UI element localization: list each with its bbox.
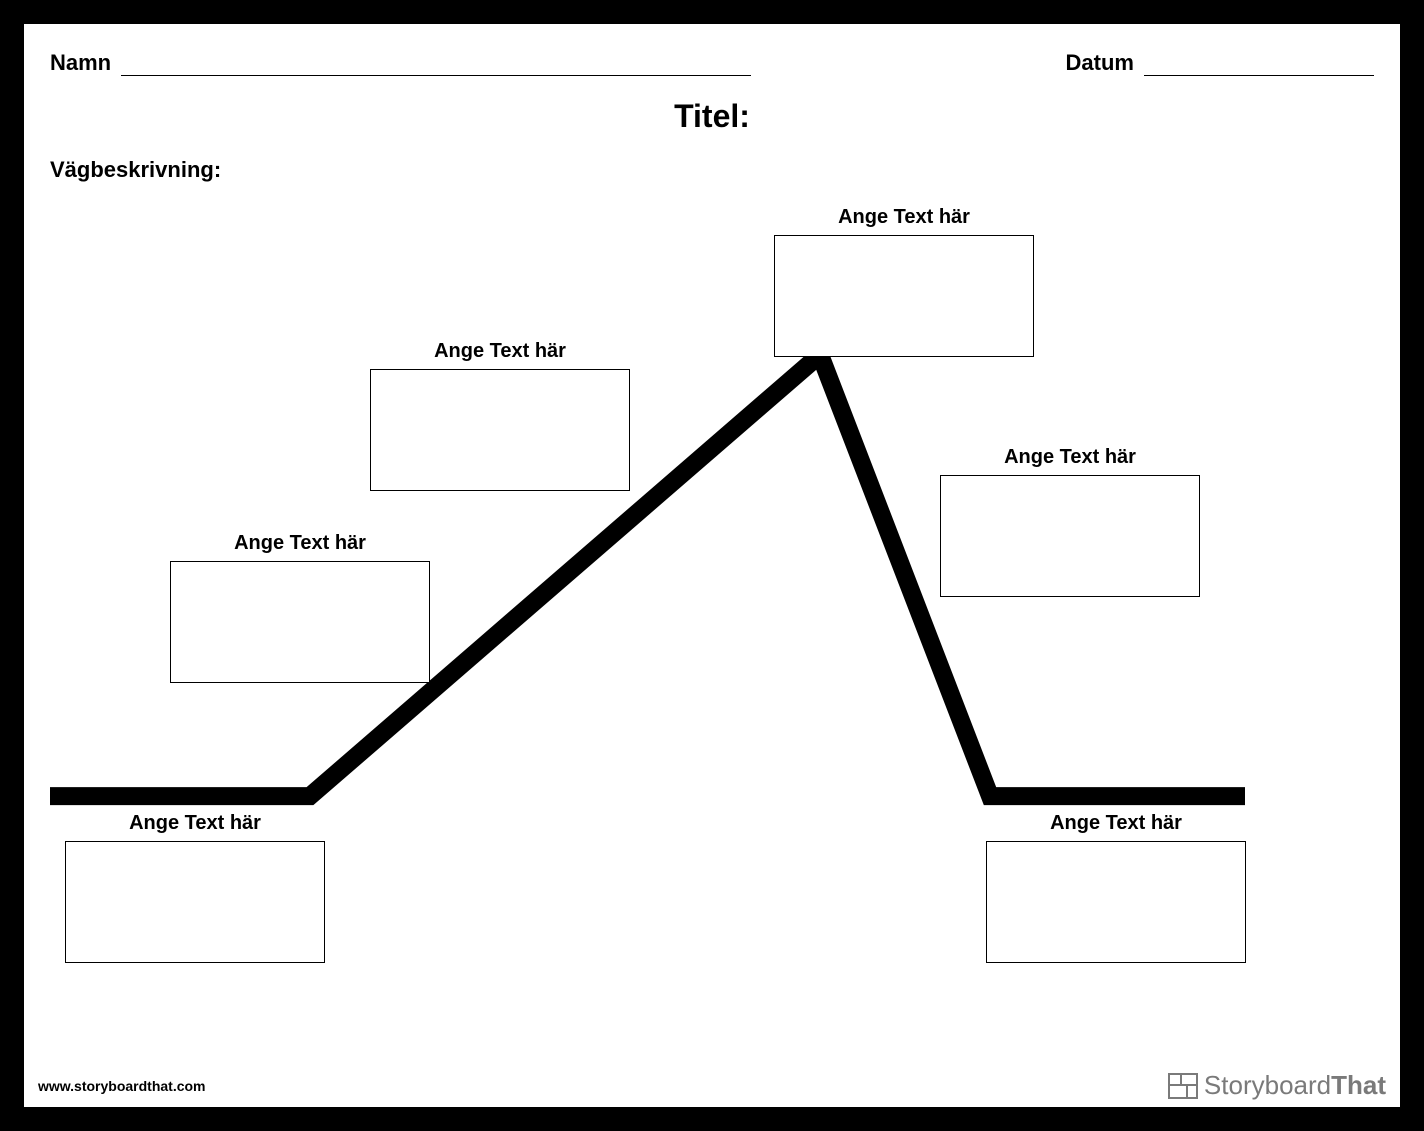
footer-logo: StoryboardThat [1168, 1070, 1386, 1101]
worksheet-page: Namn Datum Titel: Vägbeskrivning: Ange T… [24, 24, 1400, 1107]
text-box-input[interactable] [370, 369, 630, 491]
title-label: Titel: [674, 98, 750, 134]
name-input-line[interactable] [121, 74, 751, 76]
title-row: Titel: [24, 98, 1400, 135]
text-box-label: Ange Text här [986, 812, 1246, 835]
footer-logo-text: StoryboardThat [1204, 1070, 1386, 1101]
header-row: Namn Datum [24, 24, 1400, 76]
plot-diagram: Ange Text här Ange Text här Ange Text här A… [50, 174, 1374, 1047]
footer: www.storyboardthat.com StoryboardThat [38, 1070, 1386, 1101]
text-box-input[interactable] [940, 475, 1200, 597]
date-field-group: Datum [1066, 50, 1374, 76]
text-box-box4: Ange Text här [774, 206, 1034, 357]
text-box-box6: Ange Text här [986, 812, 1246, 963]
text-box-label: Ange Text här [65, 812, 325, 835]
text-box-input[interactable] [170, 561, 430, 683]
storyboard-icon [1168, 1073, 1198, 1099]
text-box-label: Ange Text här [170, 532, 430, 555]
name-label: Namn [50, 50, 111, 76]
logo-word-2: That [1331, 1070, 1386, 1100]
text-box-box2: Ange Text här [170, 532, 430, 683]
text-box-box5: Ange Text här [940, 446, 1200, 597]
text-box-input[interactable] [986, 841, 1246, 963]
text-box-input[interactable] [65, 841, 325, 963]
text-box-label: Ange Text här [940, 446, 1200, 469]
date-input-line[interactable] [1144, 74, 1374, 76]
footer-url: www.storyboardthat.com [38, 1078, 206, 1094]
text-box-box3: Ange Text här [370, 340, 630, 491]
text-box-label: Ange Text här [370, 340, 630, 363]
logo-word-1: Storyboard [1204, 1070, 1331, 1100]
date-label: Datum [1066, 50, 1134, 76]
text-box-box1: Ange Text här [65, 812, 325, 963]
text-box-label: Ange Text här [774, 206, 1034, 229]
text-box-input[interactable] [774, 235, 1034, 357]
name-field-group: Namn [50, 50, 1026, 76]
